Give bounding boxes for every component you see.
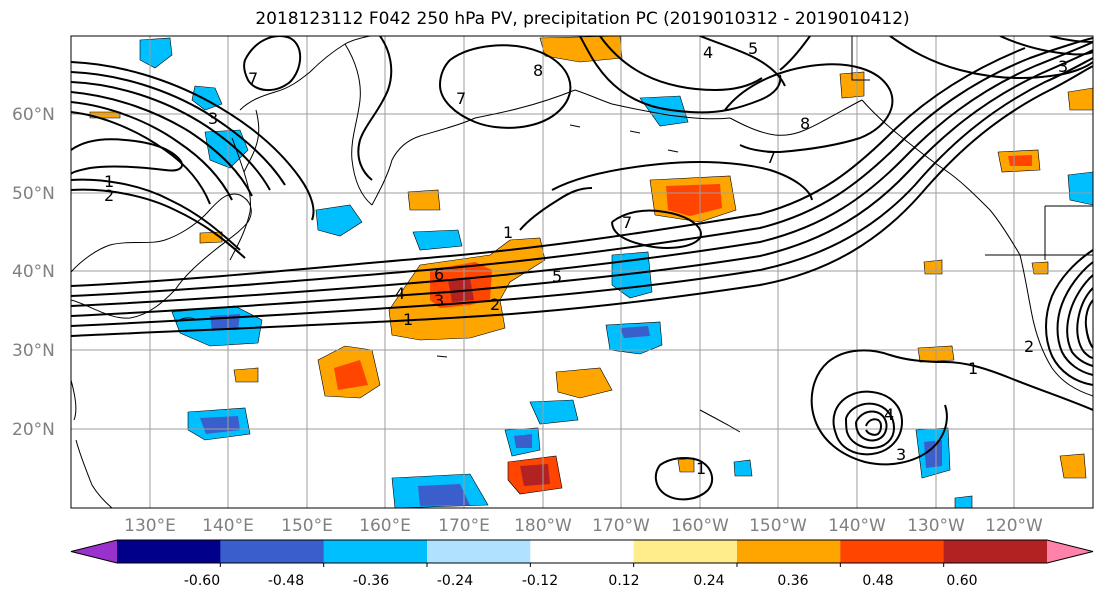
colorbar-segment (943, 540, 1048, 563)
contour-label: 3 (1058, 57, 1068, 76)
contour-label: 3 (208, 109, 218, 128)
lon-label: 160°E (359, 516, 411, 536)
contour-label: 1 (696, 459, 706, 478)
colorbar-tick-label: -0.12 (522, 573, 558, 589)
contour-label: 6 (434, 265, 444, 284)
colorbar-segment (117, 540, 221, 563)
contour-label: 2 (490, 295, 500, 314)
colorbar-tick-label: -0.60 (184, 573, 220, 589)
contour-label: 5 (748, 39, 758, 58)
contour-label: 5 (552, 267, 562, 286)
map-frame (70, 35, 1094, 509)
colorbar-segment (840, 540, 945, 563)
contour-label: 7 (766, 148, 776, 167)
colorbar-tick-label: -0.48 (268, 573, 304, 589)
map-title: 2018123112 F042 250 hPa PV, precipitatio… (255, 9, 910, 29)
colorbar-extend-max (1047, 540, 1093, 563)
colorbar-tick-label: 0.36 (777, 573, 808, 589)
contour-label: 2 (1024, 337, 1034, 356)
contour-labels: 1 2 7 3 8 4 5 3 7 8 7 7 1 5 6 4 3 2 1 1 … (104, 39, 1068, 478)
contour-label: 7 (248, 69, 258, 88)
contour-label: 1 (104, 172, 114, 191)
contour-label: 8 (800, 114, 810, 133)
lon-label: 140°W (828, 516, 886, 536)
colorbar-segment (530, 540, 635, 563)
lon-label: 180°W (514, 516, 572, 536)
contour-label: 7 (622, 213, 632, 232)
contour-label: 4 (884, 405, 894, 424)
lon-label: 130°W (907, 516, 965, 536)
contour-label: 4 (395, 284, 405, 303)
contour-label: 3 (896, 445, 906, 464)
lon-label: 160°W (671, 516, 729, 536)
contour-label: 2 (104, 186, 114, 205)
contour-label: 3 (434, 291, 444, 310)
coastlines (71, 36, 1093, 508)
contour-label: 1 (403, 310, 413, 329)
contour-label: 7 (456, 89, 466, 108)
contour-label: 4 (703, 43, 713, 62)
contour-label: 8 (533, 61, 543, 80)
lon-label: 140°E (202, 516, 254, 536)
colorbar-extend-min (71, 540, 117, 563)
colorbar-tick-label: 0.12 (608, 573, 639, 589)
lat-label-40n: 40°N (12, 262, 55, 282)
lat-label-20n: 20°N (12, 420, 55, 440)
contour-label: 1 (968, 359, 978, 378)
colorbar-tick-label: 0.48 (862, 573, 893, 589)
colorbar-segment (220, 540, 325, 563)
lon-label: 150°W (749, 516, 807, 536)
colorbar-tick-label: -0.36 (353, 573, 389, 589)
gridlines (71, 36, 1093, 508)
lat-label-60n: 60°N (12, 105, 55, 125)
contour-label: 1 (503, 223, 513, 242)
lat-label-30n: 30°N (12, 341, 55, 361)
colorbar-tick-label: 0.60 (946, 573, 977, 589)
pv-contours (71, 36, 1093, 501)
lon-label: 170°E (438, 516, 490, 536)
latitude-labels: 60°N 50°N 40°N 30°N 20°N (12, 105, 55, 440)
colorbar-segment (633, 540, 738, 563)
longitude-labels: 130°E 140°E 150°E 160°E 170°E 180°W 170°… (124, 516, 1043, 536)
lon-label: 170°W (592, 516, 650, 536)
lon-label: 150°E (281, 516, 333, 536)
colorbar-tick-label: 0.24 (693, 573, 724, 589)
colorbar (70, 539, 1094, 567)
colorbar-segment (737, 540, 841, 563)
colorbar-tick-label: -0.24 (437, 573, 473, 589)
colorbar-outline (70, 539, 1094, 564)
colorbar-segment (427, 540, 531, 563)
colorbar-tick-labels: -0.60 -0.48 -0.36 -0.24 -0.12 0.12 0.24 … (184, 573, 978, 589)
lon-label: 130°E (124, 516, 176, 536)
lon-label: 120°W (985, 516, 1043, 536)
colorbar-segment (323, 540, 428, 563)
lat-label-50n: 50°N (12, 184, 55, 204)
